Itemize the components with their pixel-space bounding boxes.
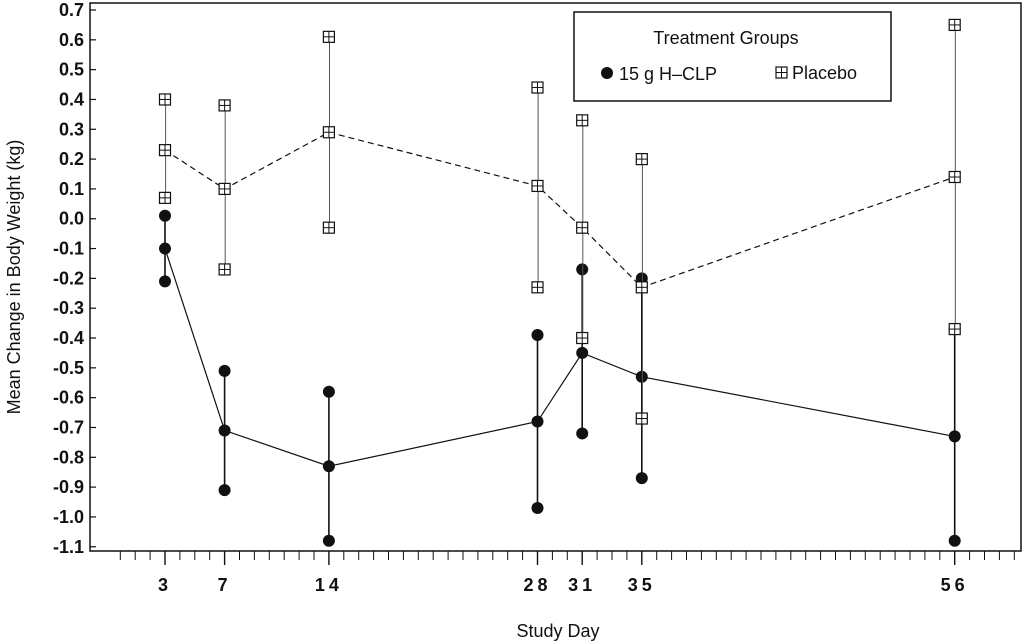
mean-marker (576, 221, 589, 234)
mean-marker (159, 242, 171, 255)
series-hclp (159, 209, 961, 547)
lower-marker (576, 427, 589, 440)
mean-marker (218, 424, 231, 437)
y-tick-label: 0.3 (59, 119, 84, 139)
lower-marker (576, 331, 589, 345)
x-axis: 3 7 14 28 31 35 56 (119, 551, 1015, 595)
legend-title: Treatment Groups (653, 28, 798, 48)
mean-marker (322, 126, 335, 139)
lower-marker (322, 534, 335, 547)
upper-marker (576, 263, 589, 276)
upper-marker (322, 385, 335, 398)
upper-marker (218, 99, 231, 112)
mean-marker (158, 144, 172, 157)
y-axis-title: Mean Change in Body Weight (kg) (4, 140, 24, 415)
lower-marker (635, 472, 648, 485)
plot-frame (89, 2, 1022, 552)
lower-marker (531, 501, 544, 514)
upper-marker (322, 30, 335, 43)
y-axis: 0.7 0.6 0.5 0.4 0.3 0.2 0.1 0.0 -0.1 -0.2 -0.3 -0.4… (53, 0, 96, 557)
y-tick-label: 0.4 (59, 89, 84, 109)
y-tick-label: -1.1 (53, 537, 84, 557)
y-tick-label: 0.5 (59, 60, 84, 80)
legend-marker-hclp (601, 67, 613, 79)
mean-marker (635, 370, 648, 383)
x-axis-title: Study Day (516, 621, 599, 641)
y-tick-label: -0.2 (53, 268, 84, 288)
y-tick-label: -0.6 (53, 388, 84, 408)
x-tick-label: 31 (568, 575, 596, 595)
x-tick-label: 3 (158, 575, 172, 595)
y-tick-label: -0.5 (53, 358, 84, 378)
legend-box (573, 11, 892, 102)
legend-marker-placebo (775, 66, 788, 79)
mean-marker (635, 281, 648, 294)
y-tick-label: -0.4 (53, 328, 84, 348)
upper-marker (531, 81, 544, 94)
mean-marker (948, 430, 961, 443)
lower-marker (322, 221, 335, 234)
mean-marker (948, 170, 961, 184)
mean-marker (322, 460, 335, 473)
upper-marker (948, 18, 961, 32)
lower-marker (635, 412, 648, 425)
x-tick-label: 14 (315, 575, 343, 595)
y-tick-label: 0.6 (59, 30, 84, 50)
upper-marker (635, 153, 648, 166)
upper-marker (158, 93, 172, 106)
y-tick-label: -0.9 (53, 477, 84, 497)
series-line (164, 131, 955, 289)
upper-marker (531, 329, 544, 342)
x-tick-label: 28 (523, 575, 551, 595)
y-tick-label: -0.7 (53, 417, 84, 437)
x-tick-label: 56 (941, 575, 969, 595)
lower-marker (531, 281, 544, 294)
lower-marker (159, 275, 171, 288)
mean-marker (576, 346, 589, 359)
y-tick-label: 0.1 (59, 179, 84, 199)
y-tick-label: -0.1 (53, 239, 84, 259)
legend-label-placebo: Placebo (792, 63, 857, 83)
lower-marker (218, 263, 231, 276)
y-tick-label: -0.8 (53, 447, 84, 467)
y-tick-label: 0.2 (59, 149, 84, 169)
y-tick-label: 0.0 (59, 209, 84, 229)
series-placebo (158, 18, 961, 425)
legend: Treatment Groups 15 g H–CLP Placebo (573, 11, 892, 102)
y-tick-label: 0.7 (59, 0, 84, 20)
legend-label-hclp: 15 g H–CLP (619, 64, 717, 84)
x-tick-label: 35 (628, 575, 656, 595)
upper-marker (159, 209, 171, 222)
upper-marker (218, 364, 231, 377)
upper-marker (576, 114, 589, 127)
lower-marker (218, 484, 231, 497)
lower-marker (948, 534, 961, 547)
mean-marker (531, 179, 544, 193)
lower-marker (158, 191, 172, 204)
mean-marker (218, 182, 231, 196)
mean-marker (531, 415, 544, 428)
lower-marker (948, 322, 961, 336)
y-tick-label: -1.0 (53, 507, 84, 527)
y-tick-label: -0.3 (53, 298, 84, 318)
series-line (164, 248, 955, 467)
series-layer (158, 18, 961, 547)
x-tick-label: 7 (218, 575, 232, 595)
